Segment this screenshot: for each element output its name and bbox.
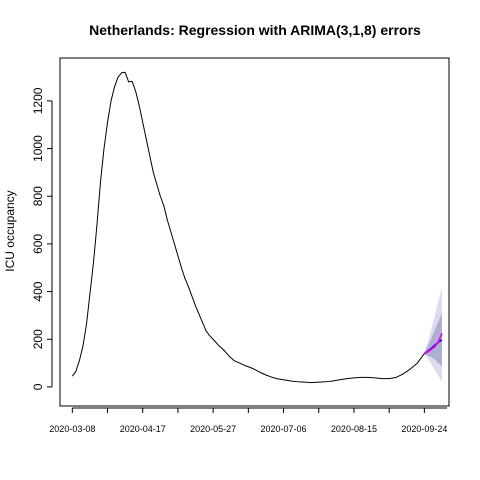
y-tick-label: 600 xyxy=(31,234,45,254)
x-tick-label: 2020-09-24 xyxy=(401,424,447,434)
y-tick-label: 400 xyxy=(31,281,45,301)
chart-title: Netherlands: Regression with ARIMA(3,1,8… xyxy=(89,22,421,38)
y-axis: 0 200 400 600 800 1000 1200 xyxy=(31,87,53,390)
series-lines xyxy=(71,71,443,384)
y-tick-label: 800 xyxy=(31,186,45,206)
series-line-observed xyxy=(71,71,425,384)
x-tick-label: 2020-05-27 xyxy=(190,424,236,434)
x-tick-label: 2020-08-15 xyxy=(331,424,377,434)
prediction-intervals xyxy=(424,286,442,383)
x-tick-label: 2020-04-17 xyxy=(120,424,166,434)
x-axis: 2020-03-08 2020-04-17 2020-05-27 2020-07-06… xyxy=(49,407,447,434)
x-tick-label: 2020-03-08 xyxy=(49,424,95,434)
x-tick-label: 2020-07-06 xyxy=(261,424,307,434)
series-line-actual_overlay xyxy=(423,332,443,355)
plot-frame xyxy=(59,57,450,407)
interval-band-inner xyxy=(424,313,442,367)
y-tick-label: 200 xyxy=(31,329,45,349)
y-tick-label: 1000 xyxy=(31,135,45,162)
y-axis-label: ICU occupancy xyxy=(3,190,17,271)
y-tick-label: 0 xyxy=(31,383,45,390)
y-tick-label: 1200 xyxy=(31,87,45,114)
